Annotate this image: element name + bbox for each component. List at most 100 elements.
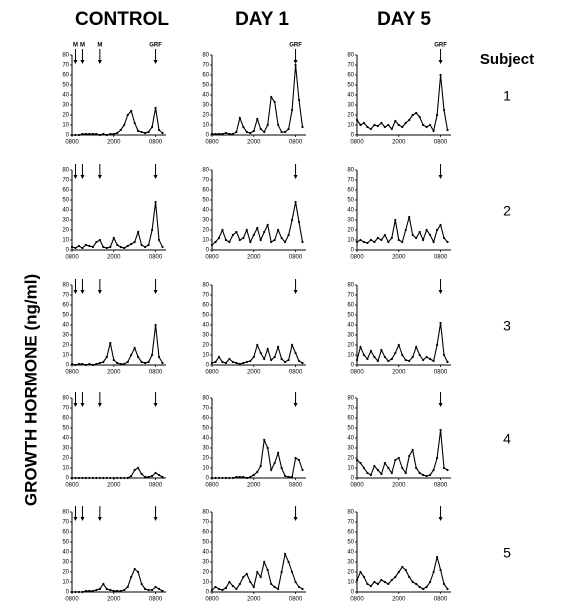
data-point <box>273 100 276 104</box>
marker-arrowhead <box>438 60 443 64</box>
data-point <box>126 360 129 364</box>
y-tick-label: 80 <box>347 283 354 289</box>
data-point <box>150 588 154 592</box>
data-point <box>418 471 421 475</box>
data-point <box>157 238 161 242</box>
data-point <box>411 448 414 452</box>
data-point <box>297 220 301 224</box>
x-tick-label: 2000 <box>247 255 261 261</box>
data-point <box>235 230 238 234</box>
data-point <box>147 243 150 247</box>
data-point <box>123 476 126 480</box>
marker-arrowhead <box>80 517 85 521</box>
data-point <box>249 240 252 244</box>
y-tick-label: 40 <box>347 550 354 556</box>
data-point <box>259 351 262 355</box>
y-tick-label: 40 <box>62 436 69 442</box>
y-tick-label: 30 <box>62 103 69 109</box>
data-point <box>95 132 98 136</box>
y-tick-label: 0 <box>66 248 70 254</box>
data-point <box>263 230 266 234</box>
x-tick-label: 0800 <box>65 255 79 261</box>
x-tick-label: 0800 <box>149 483 163 489</box>
data-point <box>214 476 217 480</box>
data-point <box>221 476 224 480</box>
x-tick-label: 0800 <box>65 483 79 489</box>
data-point <box>273 585 276 589</box>
y-tick-label: 0 <box>351 133 355 139</box>
y-tick-label: 70 <box>62 406 69 412</box>
y-tick-label: 40 <box>202 323 209 329</box>
data-point <box>446 128 449 132</box>
data-point <box>256 570 259 574</box>
data-point <box>446 360 449 364</box>
y-tick-label: 0 <box>206 590 210 596</box>
data-point <box>112 589 115 593</box>
data-point <box>442 582 446 586</box>
data-point <box>404 228 407 232</box>
data-point <box>418 230 421 234</box>
data-point <box>242 236 245 240</box>
y-tick-label: 30 <box>202 333 209 339</box>
data-point <box>294 200 297 204</box>
data-point <box>259 464 262 468</box>
data-point <box>355 458 359 462</box>
data-point <box>116 131 119 135</box>
data-point <box>109 476 112 480</box>
y-tick-label: 30 <box>202 103 209 109</box>
x-tick-label: 0800 <box>434 255 448 261</box>
y-tick-label: 50 <box>202 198 209 204</box>
data-point <box>290 570 294 574</box>
data-point <box>84 476 88 480</box>
data-point <box>425 474 428 478</box>
data-point <box>280 570 283 574</box>
marker-label: M <box>80 43 85 49</box>
y-tick-label: 30 <box>202 560 209 566</box>
data-point <box>70 590 74 594</box>
y-tick-label: 60 <box>62 73 69 79</box>
data-point <box>411 580 414 584</box>
data-point <box>422 238 425 242</box>
data-point <box>137 466 140 470</box>
data-point <box>77 133 81 137</box>
data-point <box>404 471 407 475</box>
data-point <box>116 589 119 593</box>
data-point <box>266 568 269 572</box>
data-point <box>130 353 133 357</box>
data-point <box>235 361 238 365</box>
data-point <box>294 63 297 67</box>
data-point <box>394 575 397 579</box>
y-tick-label: 40 <box>347 436 354 442</box>
data-point <box>119 476 122 480</box>
y-tick-label: 60 <box>347 530 354 536</box>
y-tick-label: 60 <box>62 416 69 422</box>
y-tick-label: 0 <box>66 363 70 369</box>
y-tick-label: 80 <box>62 396 69 402</box>
data-point <box>95 588 98 592</box>
data-point <box>228 580 231 584</box>
marker-label: GRF <box>149 43 162 49</box>
subject-label: 2 <box>503 203 511 219</box>
y-tick-label: 30 <box>62 560 69 566</box>
data-point <box>387 240 390 244</box>
data-point <box>150 125 154 129</box>
y-tick-label: 70 <box>62 178 69 184</box>
data-point <box>144 245 147 249</box>
data-point <box>369 584 373 588</box>
y-tick-label: 20 <box>202 228 209 234</box>
data-point <box>373 580 376 584</box>
marker-arrowhead <box>97 290 102 294</box>
x-tick-label: 0800 <box>350 597 364 603</box>
y-tick-label: 50 <box>202 426 209 432</box>
data-point <box>404 568 407 572</box>
y-tick-label: 70 <box>202 178 209 184</box>
data-point <box>408 215 411 219</box>
data-point <box>77 244 81 248</box>
data-point <box>224 238 228 242</box>
data-point <box>249 580 252 584</box>
data-point <box>425 125 428 129</box>
data-point <box>394 218 397 222</box>
y-axis-title: GROWTH HORMONE (ng/ml) <box>21 274 40 506</box>
x-tick-label: 0800 <box>289 597 303 603</box>
data-point <box>369 349 373 353</box>
